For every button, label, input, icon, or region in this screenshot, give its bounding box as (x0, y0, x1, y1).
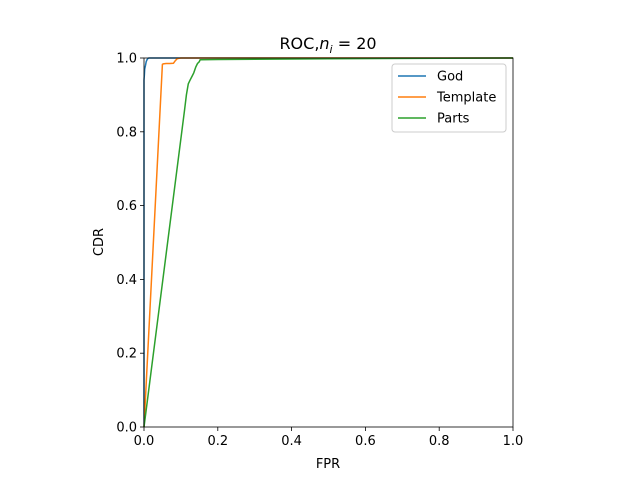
y-tick-label: 0.2 (116, 347, 137, 362)
legend-label-template: Template (436, 91, 496, 106)
x-tick-label: 0.2 (207, 434, 228, 449)
legend-label-god: God (437, 70, 463, 85)
y-tick-label: 0.6 (116, 199, 137, 214)
x-tick-label: 0.6 (355, 434, 376, 449)
y-tick-label: 0.8 (116, 125, 137, 140)
y-axis-label: CDR (92, 228, 107, 256)
y-tick-label: 0.4 (116, 273, 137, 288)
legend-label-parts: Parts (437, 112, 470, 127)
series-line-parts (143, 57, 514, 428)
plot-area (143, 57, 514, 428)
legend: God Template Parts (391, 63, 507, 133)
axes-frame (143, 57, 514, 428)
x-tick-label: 1.0 (503, 434, 524, 449)
x-tick-label: 0.0 (134, 434, 155, 449)
axis-ticks: 0.0 0.2 0.4 0.6 0.8 1.0 0.0 0.2 0.4 0.6 0.8 1.0 (116, 52, 523, 450)
y-tick-label: 0.0 (116, 421, 137, 436)
y-tick-label: 1.0 (116, 52, 137, 67)
x-axis-label: FPR (316, 457, 340, 472)
legend-box (391, 63, 507, 133)
chart-title: ROC,ni = 20 (279, 34, 376, 56)
x-tick-label: 0.4 (281, 434, 302, 449)
x-tick-label: 0.8 (429, 434, 450, 449)
